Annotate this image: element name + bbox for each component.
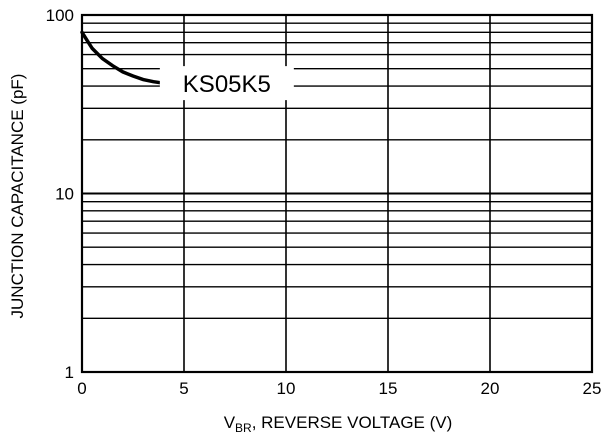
x-axis-title-subscript: BR — [235, 421, 252, 435]
x-tick-label: 15 — [379, 379, 398, 398]
y-axis-title: JUNCTION CAPACITANCE (pF) — [8, 74, 27, 319]
y-tick-label: 100 — [46, 6, 74, 25]
series-label: KS05K5 — [183, 71, 271, 98]
x-tick-label: 5 — [179, 379, 188, 398]
x-axis-title: VBR, REVERSE VOLTAGE (V) — [224, 413, 453, 435]
annotation-background — [159, 66, 294, 101]
x-tick-label: 20 — [481, 379, 500, 398]
annotation-layer: KS05K5 — [159, 66, 294, 101]
x-axis-title-rest: , REVERSE VOLTAGE (V) — [252, 413, 453, 432]
minor-grid — [82, 22, 592, 319]
y-tick-label: 10 — [55, 185, 74, 204]
y-tick-label: 1 — [65, 363, 74, 382]
x-tick-label: 0 — [77, 379, 86, 398]
x-axis-title-v: V — [224, 413, 236, 432]
plot-frame — [80, 13, 594, 374]
x-tick-label: 25 — [583, 379, 602, 398]
tick-label-layer: 0 5 10 15 20 25 1 10 100 — [46, 6, 602, 398]
x-tick-label: 10 — [277, 379, 296, 398]
